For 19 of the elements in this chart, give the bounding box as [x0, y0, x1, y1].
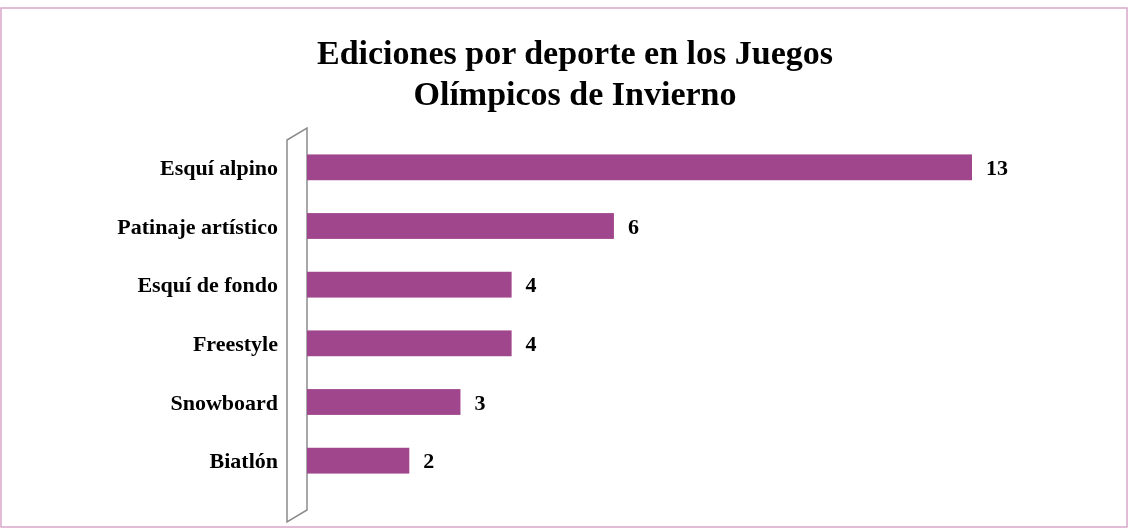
data-label: 4 — [525, 330, 537, 356]
y-tick-label: Snowboard — [170, 389, 278, 415]
data-label: 4 — [525, 272, 537, 298]
data-label: 3 — [474, 389, 486, 415]
y-tick-label: Freestyle — [192, 330, 279, 356]
y-tick-label: Esquí alpino — [159, 154, 278, 180]
y-tick-label: Patinaje artístico — [117, 213, 278, 239]
y-tick-label: Biatlón — [209, 448, 278, 474]
bar — [307, 271, 512, 298]
data-label: 13 — [986, 154, 1008, 180]
chart-title: Ediciones por deporte en los Juegos Olímpicos de Invierno — [316, 34, 834, 112]
bar — [307, 154, 972, 181]
data-label: 2 — [423, 448, 435, 474]
bar — [307, 447, 410, 474]
y-tick-label: Esquí de fondo — [137, 272, 278, 298]
bar — [307, 389, 461, 415]
bar — [307, 330, 512, 357]
bar — [307, 213, 614, 239]
data-label: 6 — [627, 213, 639, 239]
